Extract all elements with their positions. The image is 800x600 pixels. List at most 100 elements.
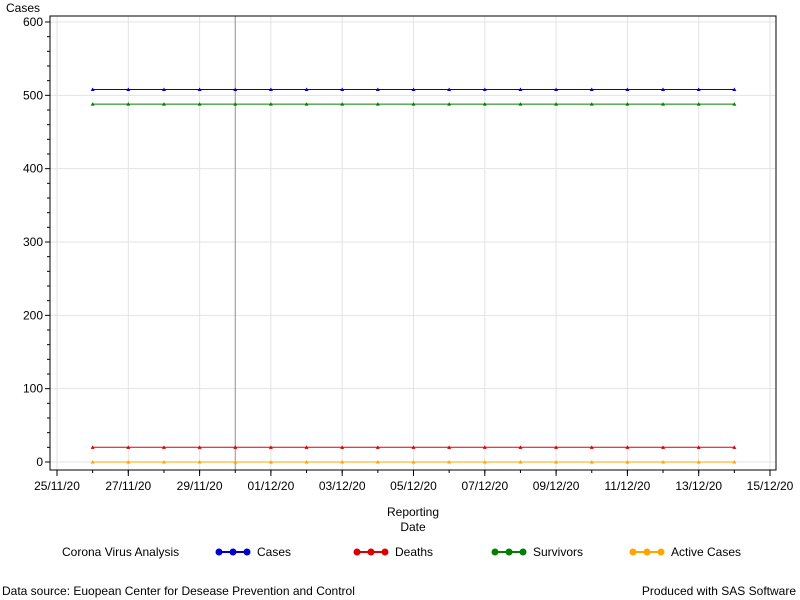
- data-point-cases: [197, 87, 202, 91]
- data-point-deaths: [661, 445, 666, 449]
- data-point-deaths: [625, 445, 630, 449]
- data-point-cases: [90, 87, 95, 91]
- y-tick-label: 500: [23, 88, 43, 102]
- data-point-survivors: [126, 102, 131, 106]
- x-tick-label: 25/11/20: [34, 479, 80, 493]
- legend-item-survivors: Survivors: [491, 545, 583, 559]
- grid-lines: [50, 16, 776, 470]
- line-chart: 0 100 200 300 400 500 600 25/11/20 27/11/20 29/11…: [6, 1, 794, 534]
- data-point-cases: [696, 87, 701, 91]
- data-point-active-cases: [518, 460, 523, 464]
- data-point-active-cases: [589, 460, 594, 464]
- data-point-cases: [126, 87, 131, 91]
- data-point-active-cases: [661, 460, 666, 464]
- y-tick-label: 200: [23, 308, 43, 322]
- legend-label-deaths: Deaths: [395, 545, 434, 559]
- data-point-active-cases: [126, 460, 131, 464]
- data-point-deaths: [411, 445, 416, 449]
- data-point-cases: [518, 87, 523, 91]
- data-point-survivors: [161, 102, 166, 106]
- data-point-survivors: [482, 102, 487, 106]
- data-point-active-cases: [304, 460, 309, 464]
- data-point-cases: [411, 87, 416, 91]
- data-point-active-cases: [411, 460, 416, 464]
- data-source-note: Data source: Euopean Center for Desease …: [2, 584, 355, 598]
- x-tick-label: 03/12/20: [319, 479, 366, 493]
- data-point-survivors: [518, 102, 523, 106]
- legend-label-active-cases: Active Cases: [671, 545, 742, 559]
- data-point-deaths: [589, 445, 594, 449]
- x-tick-label: 11/12/20: [604, 479, 650, 493]
- legend-swatch-active-cases: [629, 548, 665, 556]
- data-point-deaths: [447, 445, 452, 449]
- data-point-active-cases: [375, 460, 380, 464]
- legend-title: Corona Virus Analysis: [62, 545, 180, 559]
- x-tick-label: 13/12/20: [675, 479, 722, 493]
- data-point-cases: [447, 87, 452, 91]
- data-point-survivors: [696, 102, 701, 106]
- data-point-active-cases: [161, 460, 166, 464]
- y-axis-label: Cases: [6, 1, 40, 15]
- data-point-survivors: [375, 102, 380, 106]
- y-tick-label: 0: [36, 455, 43, 469]
- legend-item-active-cases: Active Cases: [629, 545, 741, 559]
- legend-label-cases: Cases: [257, 545, 292, 559]
- data-point-active-cases: [482, 460, 487, 464]
- data-point-active-cases: [696, 460, 701, 464]
- data-point-survivors: [447, 102, 452, 106]
- x-tick-label: 15/12/20: [747, 479, 794, 493]
- data-point-deaths: [304, 445, 309, 449]
- data-point-cases: [661, 87, 666, 91]
- data-point-deaths: [482, 445, 487, 449]
- data-point-active-cases: [732, 460, 737, 464]
- legend: Corona Virus Analysis Cases Deaths Survi…: [0, 543, 800, 563]
- data-point-cases: [589, 87, 594, 91]
- data-point-active-cases: [340, 460, 345, 464]
- data-point-deaths: [340, 445, 345, 449]
- data-point-deaths: [696, 445, 701, 449]
- data-point-survivors: [554, 102, 559, 106]
- data-point-deaths: [375, 445, 380, 449]
- data-point-active-cases: [197, 460, 202, 464]
- data-point-survivors: [411, 102, 416, 106]
- y-tick-label: 100: [23, 382, 43, 396]
- data-point-survivors: [197, 102, 202, 106]
- data-point-cases: [482, 87, 487, 91]
- data-point-cases: [233, 87, 238, 91]
- legend-swatch-deaths: [353, 548, 389, 556]
- data-point-survivors: [340, 102, 345, 106]
- data-point-cases: [625, 87, 630, 91]
- data-point-cases: [161, 87, 166, 91]
- data-point-active-cases: [268, 460, 273, 464]
- data-point-cases: [375, 87, 380, 91]
- data-point-survivors: [625, 102, 630, 106]
- x-tick-label: 05/12/20: [390, 479, 437, 493]
- data-point-cases: [268, 87, 273, 91]
- data-point-active-cases: [554, 460, 559, 464]
- series-lines: [90, 87, 737, 464]
- data-point-active-cases: [447, 460, 452, 464]
- produced-with-note: Produced with SAS Software: [641, 584, 796, 598]
- legend-item-deaths: Deaths: [353, 545, 433, 559]
- data-point-survivors: [304, 102, 309, 106]
- legend-label-survivors: Survivors: [533, 545, 584, 559]
- data-point-deaths: [732, 445, 737, 449]
- data-point-deaths: [197, 445, 202, 449]
- data-point-survivors: [268, 102, 273, 106]
- x-tick-label: 29/11/20: [177, 479, 223, 493]
- x-tick-label: 01/12/20: [248, 479, 295, 493]
- data-point-deaths: [554, 445, 559, 449]
- y-tick-label: 600: [23, 15, 43, 29]
- y-tick-label: 400: [23, 162, 43, 176]
- axes: 0 100 200 300 400 500 600 25/11/20 27/11/20 29/11…: [23, 15, 794, 493]
- data-point-cases: [304, 87, 309, 91]
- data-point-survivors: [90, 102, 95, 106]
- data-point-active-cases: [90, 460, 95, 464]
- data-point-cases: [554, 87, 559, 91]
- data-point-deaths: [126, 445, 131, 449]
- x-tick-label: 27/11/20: [105, 479, 151, 493]
- x-tick-label: 07/12/20: [461, 479, 508, 493]
- data-point-survivors: [661, 102, 666, 106]
- data-point-cases: [732, 87, 737, 91]
- data-point-deaths: [268, 445, 273, 449]
